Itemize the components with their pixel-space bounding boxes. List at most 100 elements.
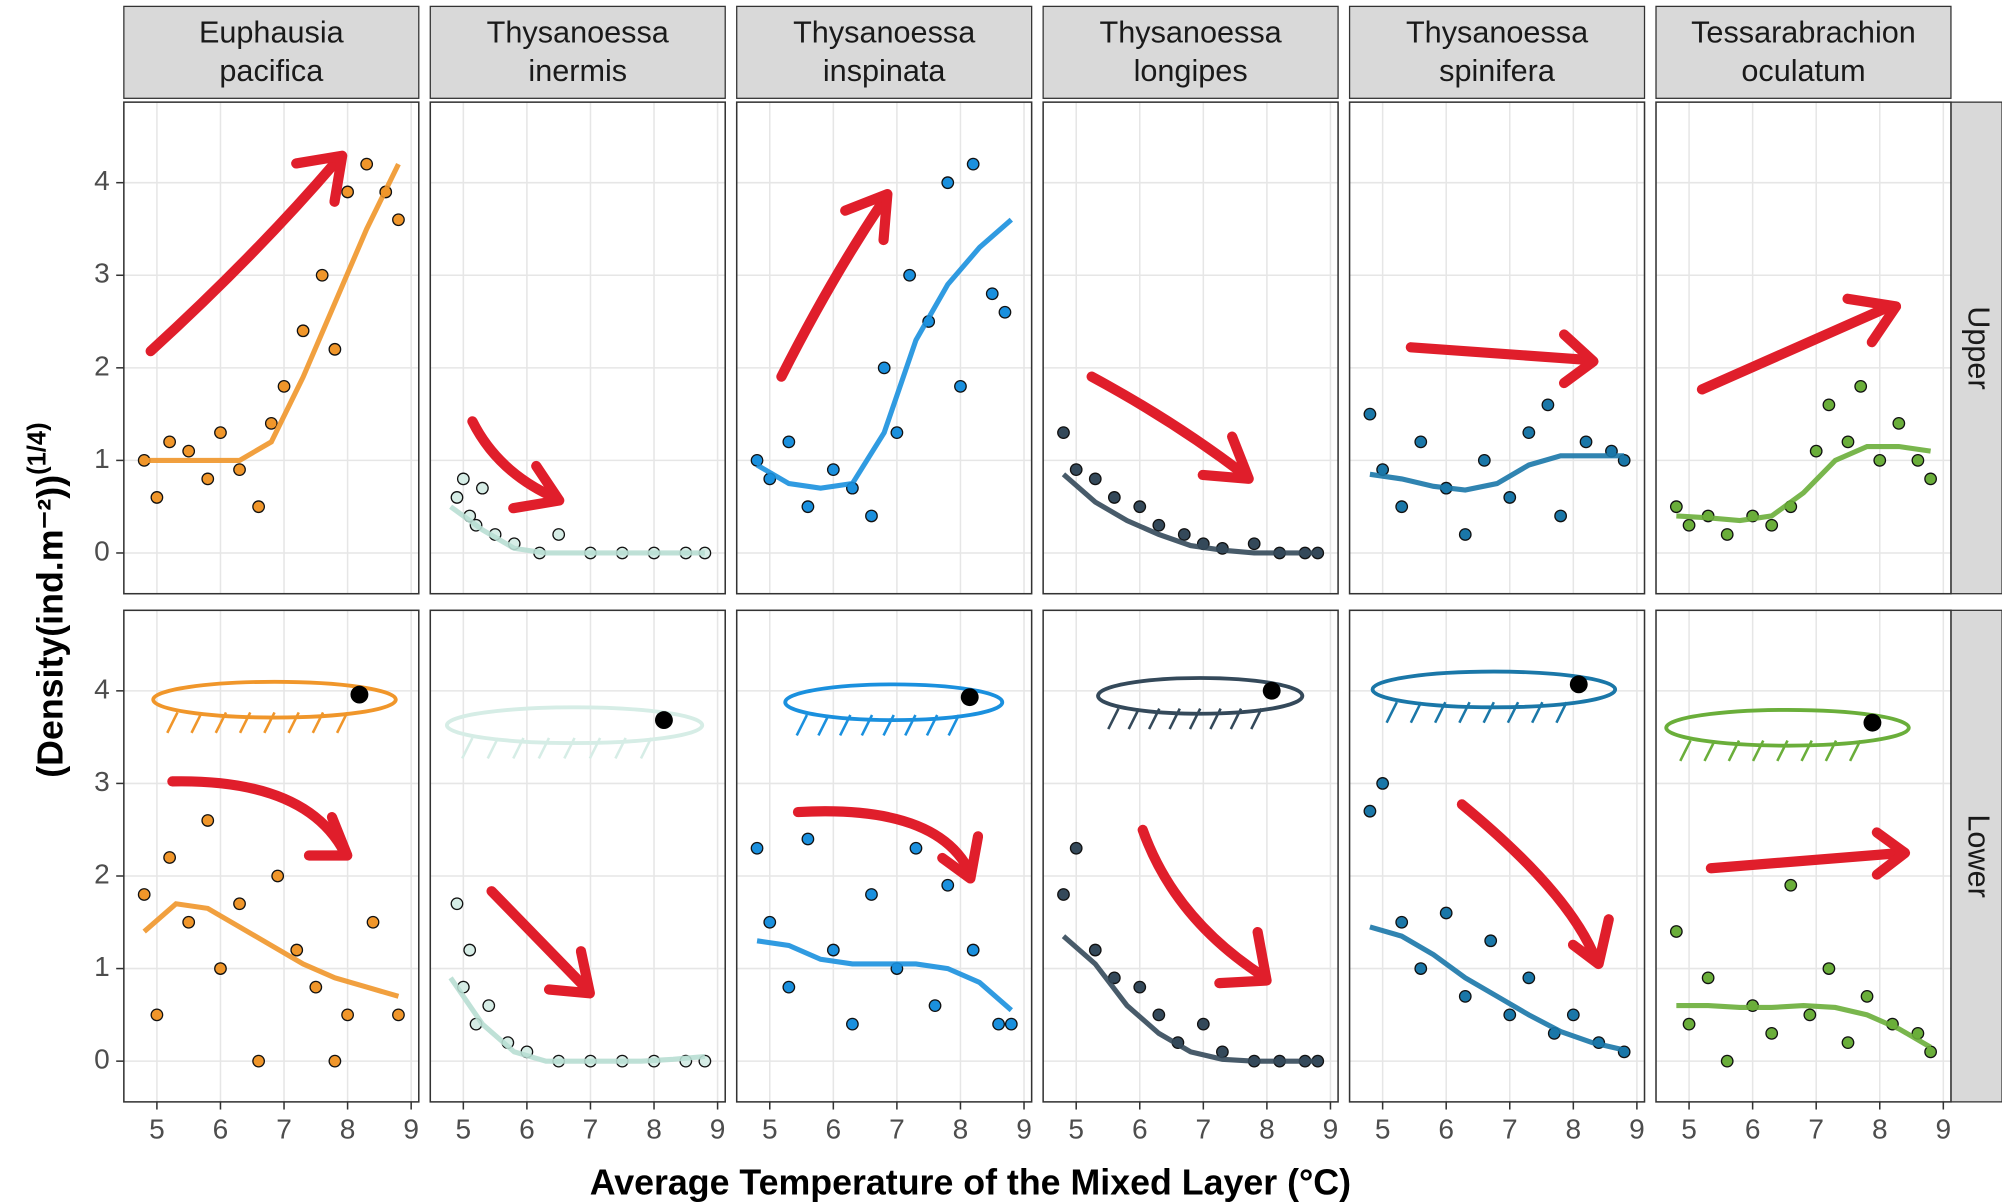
data-point [826,463,840,477]
x-tick-label: 6 [826,1114,842,1145]
data-point [476,481,489,495]
data-point [290,943,304,957]
smooth-line [448,976,706,1064]
data-point [1458,528,1472,541]
annotation-arrow-head [1871,827,1911,880]
data-point [277,379,291,393]
data-point [1133,500,1147,514]
shrimp-body [1096,676,1305,716]
strip-label: spinifera [1439,54,1556,88]
panel-border [429,101,726,595]
data-point [252,500,265,514]
y-tick-label: 0 [94,535,110,566]
x-tick-label: 7 [1502,1114,1518,1145]
data-point [941,878,955,892]
shrimp-leg [925,714,939,737]
data-point [341,185,354,199]
y-tick-label: 4 [94,165,110,196]
data-point [456,472,470,486]
shrimp-leg [1147,708,1161,730]
data-point [1414,435,1428,449]
x-tick-label: 6 [213,1114,229,1145]
shrimp-leg [1482,701,1495,724]
y-tick-label: 3 [94,258,110,289]
data-point [966,157,980,171]
x-tick-label: 9 [403,1114,419,1145]
panel-border [1348,609,1646,1103]
shrimp-leg [311,711,325,734]
data-point [1720,528,1734,541]
data-point [214,962,227,975]
panel-background [1043,610,1339,1102]
shrimp-leg [1679,739,1692,762]
panel-background [1349,610,1645,1102]
shrimp-leg [1168,708,1181,730]
shrimp-leg [1727,739,1741,762]
strip-label: Tessarabrachion [1691,16,1916,50]
data-point [1669,925,1683,938]
x-tick-label: 8 [1872,1114,1888,1145]
strip-label: Thysanoessa [487,16,670,50]
x-tick-label: 9 [1629,1114,1645,1145]
strip [1655,5,1952,99]
x-tick-label: 9 [710,1114,726,1145]
shrimp-leg [838,714,852,737]
strip-label: inermis [528,54,627,88]
annotation-arrow-head [840,188,893,246]
data-point [1554,509,1567,523]
data-point [801,500,815,514]
shrimp-leg [1458,701,1471,724]
shrimp-leg [1751,739,1765,762]
data-point [1395,915,1409,929]
shrimp-body [1370,669,1618,710]
smooth-line [449,504,705,556]
y-tick-label: 0 [94,1044,110,1075]
shrimp-leg [860,714,874,737]
plot-root: Average Temperature of the Mixed Layer (… [23,5,2002,1202]
data-point [966,943,980,957]
shrimp-leg [588,737,602,759]
annotation-arrow [145,158,340,357]
x-tick-label: 6 [1132,1114,1148,1145]
shrimp-leg [1188,708,1202,730]
data-point [1363,804,1377,818]
shrimp-leg [214,711,228,734]
data-point [801,832,815,846]
data-point [150,491,164,504]
data-point [750,841,764,855]
panel-border [123,101,420,595]
data-point [482,999,496,1012]
data-point [1477,454,1491,467]
data-point [1458,989,1472,1003]
data-point [1363,407,1377,421]
row-strip-label: Upper [1961,306,1995,389]
data-point [782,980,796,994]
data-point [1522,426,1536,440]
annotation-arrow [1137,824,1270,982]
shrimp-leg [1229,708,1243,730]
strip-label: Euphausia [199,16,345,50]
annotation-arrow-head [291,150,348,207]
data-point [552,528,566,541]
smooth-line [756,938,1013,1013]
shrimp-leg [537,737,551,759]
data-point [890,426,904,440]
x-tick-label: 6 [1438,1114,1454,1145]
row-strip [1950,101,2002,595]
shrimp-body [783,682,1005,723]
data-point [1503,1008,1517,1022]
data-point [954,379,967,393]
data-point [865,888,878,901]
data-point [450,897,464,911]
data-point [763,915,777,929]
shrimp-leg [1250,708,1263,730]
data-point [1682,518,1696,532]
data-point [214,426,227,440]
annotation-arrow-head [1197,431,1254,484]
strip-label: longipes [1134,54,1248,88]
data-point [463,943,477,957]
data-point [985,287,999,301]
data-point [1057,888,1070,901]
shrimp-leg [795,714,809,737]
